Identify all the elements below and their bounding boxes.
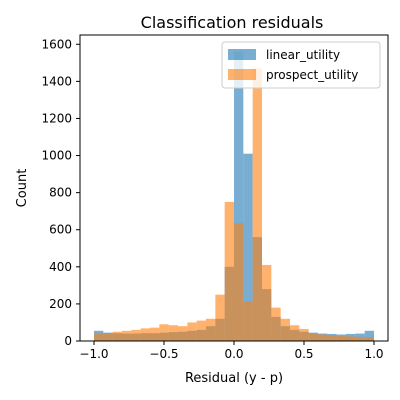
bars-group bbox=[94, 51, 374, 341]
chart-title: Classification residuals bbox=[141, 13, 324, 32]
bar-prospect_utility-5 bbox=[140, 328, 150, 341]
x-tick-label-2: 0.0 bbox=[224, 347, 243, 361]
bar-prospect_utility-23 bbox=[308, 333, 318, 341]
bar-prospect_utility-10 bbox=[187, 322, 197, 341]
bar-prospect_utility-17 bbox=[252, 68, 262, 341]
bar-prospect_utility-1 bbox=[103, 333, 113, 341]
legend: linear_utility prospect_utility bbox=[221, 41, 381, 89]
x-tick-label-0: −1.0 bbox=[79, 347, 108, 361]
legend-label-linear_utility: linear_utility bbox=[266, 48, 340, 62]
bar-prospect_utility-2 bbox=[112, 331, 122, 341]
legend-label-prospect_utility: prospect_utility bbox=[266, 68, 358, 82]
legend-box bbox=[221, 41, 381, 89]
y-tick-label-5: 1000 bbox=[41, 149, 72, 163]
bar-prospect_utility-20 bbox=[280, 318, 290, 341]
x-axis-label: Residual (y - p) bbox=[185, 371, 283, 386]
bar-prospect_utility-8 bbox=[168, 325, 178, 341]
bar-prospect_utility-21 bbox=[290, 325, 300, 341]
x-tick-label-4: 1.0 bbox=[364, 347, 383, 361]
bar-prospect_utility-13 bbox=[215, 294, 225, 341]
legend-swatch-prospect_utility bbox=[228, 69, 256, 80]
bar-prospect_utility-9 bbox=[178, 326, 188, 341]
bar-prospect_utility-12 bbox=[206, 318, 216, 341]
bar-prospect_utility-14 bbox=[224, 201, 234, 341]
bar-prospect_utility-25 bbox=[327, 335, 337, 341]
bar-prospect_utility-18 bbox=[262, 264, 272, 341]
bar-prospect_utility-7 bbox=[159, 324, 169, 341]
y-axis-label: Count bbox=[15, 169, 30, 208]
y-tick-label-0: 0 bbox=[64, 334, 72, 348]
y-tick-label-8: 1600 bbox=[41, 37, 72, 51]
bar-prospect_utility-16 bbox=[243, 301, 253, 341]
x-tick-label-3: 0.5 bbox=[294, 347, 313, 361]
bar-prospect_utility-0 bbox=[94, 333, 104, 341]
legend-swatch-linear_utility bbox=[228, 49, 256, 60]
ticks-group: −1.0 −0.5 0.0 0.5 1.0 0 200 400 600 800 1000 1200 14… bbox=[41, 37, 383, 361]
bar-linear_utility-29 bbox=[364, 330, 374, 341]
y-tick-label-4: 800 bbox=[49, 186, 72, 200]
bar-prospect_utility-4 bbox=[131, 329, 141, 341]
x-tick-label-1: −0.5 bbox=[149, 347, 178, 361]
y-tick-label-3: 600 bbox=[49, 223, 72, 237]
bar-prospect_utility-27 bbox=[346, 336, 356, 341]
bar-linear_utility-16 bbox=[243, 153, 253, 341]
bar-prospect_utility-28 bbox=[355, 336, 365, 341]
bar-prospect_utility-29 bbox=[364, 337, 374, 341]
y-tick-label-1: 200 bbox=[49, 297, 72, 311]
y-tick-label-7: 1400 bbox=[41, 74, 72, 88]
bar-prospect_utility-3 bbox=[122, 330, 132, 341]
bar-prospect_utility-26 bbox=[336, 335, 346, 341]
y-tick-label-2: 400 bbox=[49, 260, 72, 274]
bar-prospect_utility-15 bbox=[234, 223, 244, 341]
bar-prospect_utility-6 bbox=[150, 327, 160, 341]
bar-prospect_utility-19 bbox=[271, 307, 281, 341]
y-tick-label-6: 1200 bbox=[41, 111, 72, 125]
bar-prospect_utility-11 bbox=[196, 320, 206, 341]
bar-prospect_utility-22 bbox=[299, 328, 309, 341]
bar-prospect_utility-24 bbox=[318, 334, 328, 341]
bar-linear_utility-15 bbox=[234, 51, 244, 341]
